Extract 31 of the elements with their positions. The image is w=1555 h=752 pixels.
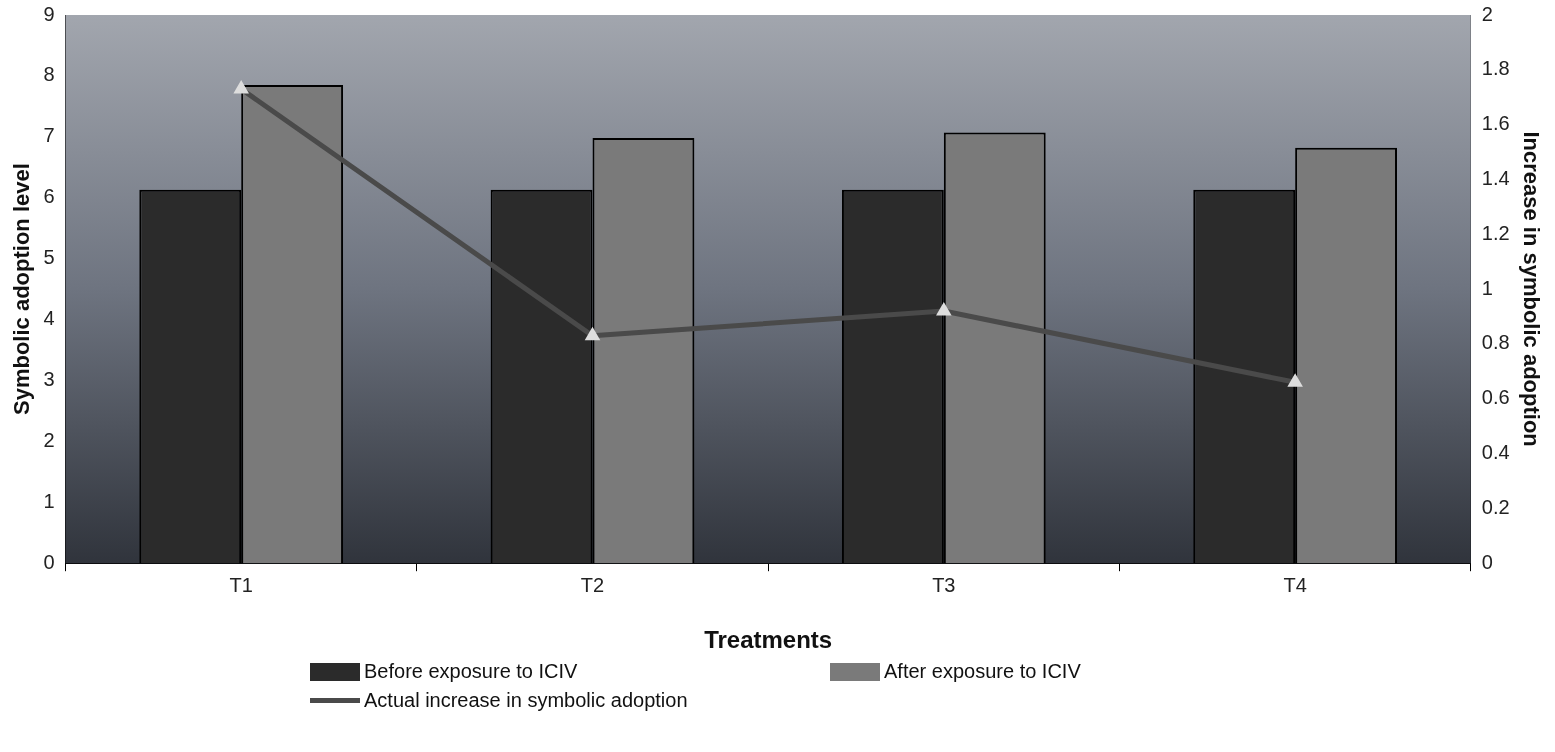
y-tick-label: 3: [43, 367, 55, 390]
y2-tick-label: 0: [1481, 550, 1493, 573]
y2-tick-label: 1.4: [1481, 166, 1510, 189]
y2-tick-label: 1.2: [1481, 221, 1510, 244]
y-tick-label: 4: [43, 307, 55, 330]
y-tick-label: 6: [43, 185, 55, 208]
y2-tick-label: 1.6: [1481, 112, 1510, 135]
y2-axis-title: Increase in symbolic adoption: [1518, 131, 1544, 447]
x-tick-label: T4: [1283, 573, 1307, 596]
y2-tick-label: 2: [1481, 2, 1493, 25]
x-tick-label: T3: [932, 573, 956, 596]
y-tick-label: 2: [43, 428, 55, 451]
y2-tick-label: 0.4: [1481, 441, 1510, 464]
y2-tick-label: 1: [1481, 276, 1493, 299]
y-tick-label: 0: [43, 550, 55, 573]
y-axis-title: Symbolic adoption level: [9, 163, 35, 416]
y-tick-label: 8: [43, 63, 55, 86]
legend-label: Before exposure to ICIV: [364, 660, 578, 683]
y-tick-label: 7: [43, 124, 55, 147]
legend-label: After exposure to ICIV: [884, 660, 1081, 683]
y2-tick-label: 1.8: [1481, 57, 1510, 80]
y-tick-label: 5: [43, 246, 55, 269]
y-tick-label: 1: [43, 489, 55, 512]
y-tick-label: 9: [43, 2, 55, 25]
x-tick-label: T1: [229, 573, 253, 596]
y2-tick-label: 0.6: [1481, 386, 1510, 409]
y2-tick-label: 0.8: [1481, 331, 1510, 354]
x-tick-label: T2: [580, 573, 605, 596]
legend-label: Actual increase in symbolic adoption: [364, 689, 688, 712]
y2-tick-label: 0.2: [1481, 495, 1510, 518]
x-axis-title: Treatments: [704, 626, 833, 654]
